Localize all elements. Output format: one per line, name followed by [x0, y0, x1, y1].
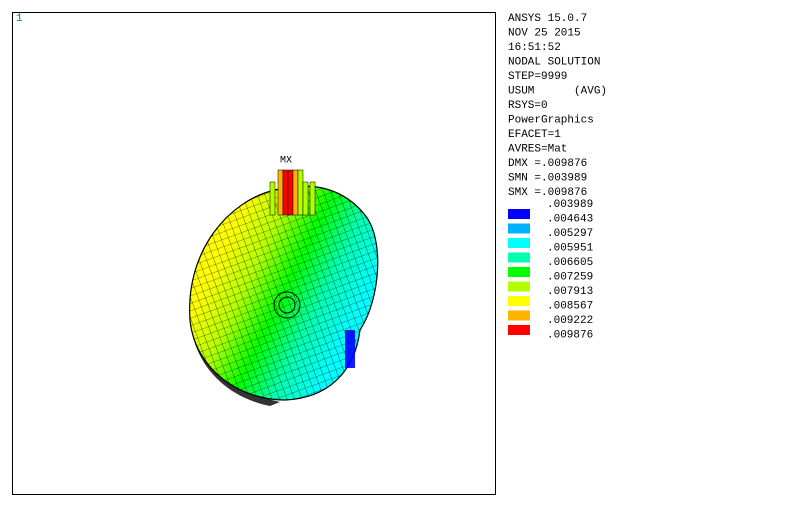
info-line: PowerGraphics: [508, 114, 594, 126]
info-line: RSYS=0: [508, 100, 548, 112]
info-line: USUM (AVG): [508, 85, 607, 97]
legend-label: .009876: [547, 329, 593, 341]
info-line: 16:51:52: [508, 42, 561, 54]
model: [189, 169, 379, 406]
cap-strip: [297, 169, 304, 216]
info-block: ANSYS 15.0.7 NOV 25 2015 16:51:52 NODAL SOL…: [508, 13, 607, 199]
info-line: EFACET=1: [508, 129, 561, 141]
legend-swatch: [508, 223, 530, 234]
legend: .003989 .004643 .005297 .005951 .006605 .0072…: [508, 199, 594, 341]
info-line: SMX =.009876: [508, 187, 587, 199]
legend-swatch: [508, 238, 530, 248]
info-line: NOV 25 2015: [508, 27, 581, 39]
legend-label: .007259: [547, 271, 593, 283]
legend-swatch: [508, 267, 530, 277]
cap-strip: [277, 169, 284, 216]
legend-swatch: [508, 252, 530, 263]
cap-strip: [309, 181, 316, 216]
legend-label: .005297: [547, 228, 593, 240]
legend-label: .004643: [547, 213, 593, 225]
legend-label: .005951: [547, 242, 594, 254]
info-line: DMX =.009876: [508, 158, 587, 170]
cap-strip: [282, 169, 289, 216]
window-number: 1: [16, 13, 23, 25]
info-line: SMN =.003989: [508, 172, 587, 184]
legend-swatch: [508, 310, 530, 321]
legend-swatch: [508, 325, 530, 335]
cap-strip: [292, 169, 299, 216]
legend-swatch: [508, 281, 530, 292]
info-line: NODAL SOLUTION: [508, 56, 600, 68]
max-marker: MX: [280, 156, 292, 167]
info-line: ANSYS 15.0.7: [508, 13, 587, 25]
cap-strip: [287, 169, 294, 216]
legend-label: .006605: [547, 257, 593, 269]
legend-swatch: [508, 209, 530, 219]
cap-strip: [269, 181, 276, 216]
legend-label: .008567: [547, 300, 593, 312]
legend-label: .007913: [547, 286, 593, 298]
legend-swatch: [508, 296, 530, 306]
info-line: STEP=9999: [508, 71, 567, 83]
legend-label: .003989: [547, 199, 593, 211]
legend-label: .009222: [547, 315, 593, 327]
info-line: AVRES=Mat: [508, 143, 567, 155]
cap-strip: [302, 181, 309, 216]
